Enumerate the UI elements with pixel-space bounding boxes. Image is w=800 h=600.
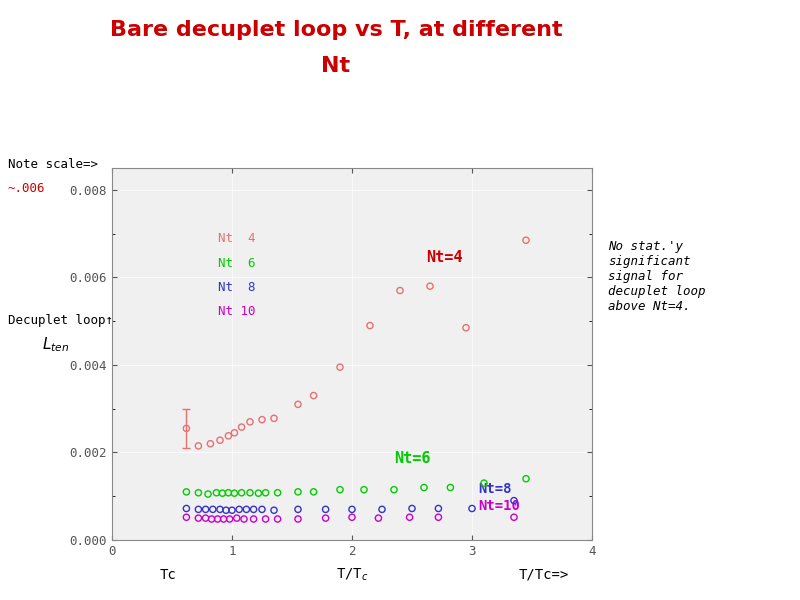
Point [256,415,269,424]
Text: Nt=6: Nt=6 [394,451,430,466]
Text: Nt  8: Nt 8 [218,281,255,294]
Point [259,514,272,524]
Point [363,321,377,331]
Point [358,485,370,494]
Point [243,488,256,497]
Point [252,488,265,498]
Point [230,514,243,523]
Point [228,488,241,498]
Point [459,323,472,332]
Point [247,514,260,524]
Point [222,431,235,440]
Point [235,488,248,497]
Point [222,488,235,497]
Point [291,400,304,409]
Point [418,482,430,492]
Point [291,487,304,497]
Point [205,514,218,524]
Point [259,488,272,497]
Point [406,503,418,513]
Text: Nt=4: Nt=4 [426,250,463,265]
Point [192,505,205,514]
Point [202,489,214,499]
Point [223,514,236,524]
Text: Nt  4: Nt 4 [218,232,255,245]
Point [192,514,205,523]
Point [444,482,457,492]
Point [180,487,193,497]
Point [233,505,246,514]
Point [403,512,416,522]
Point [180,503,193,513]
Point [307,391,320,400]
Text: Note scale=>: Note scale=> [8,158,98,171]
Point [226,505,238,515]
Text: Tc: Tc [160,568,176,582]
Point [271,488,284,497]
Text: Nt  6: Nt 6 [218,257,255,269]
Text: ~.006: ~.006 [8,182,46,195]
Point [214,505,226,514]
Point [520,474,533,484]
Point [204,439,217,449]
Point [372,514,385,523]
Point [520,235,533,245]
Point [291,514,304,524]
Point [478,478,490,488]
Point [394,286,406,295]
Point [346,505,358,514]
Point [432,503,445,513]
Point [240,505,253,514]
Text: Nt: Nt [322,56,350,76]
Point [216,488,229,498]
Point [235,422,248,432]
Point [192,441,205,451]
Text: Decuplet loop↑: Decuplet loop↑ [8,314,113,327]
Point [319,514,332,523]
Point [192,488,205,497]
Point [466,503,478,513]
Point [346,512,358,522]
Point [218,514,230,524]
Point [256,505,269,514]
Point [507,496,520,505]
Point [267,413,281,423]
Point [228,428,241,437]
Point [334,362,346,372]
Point [376,505,389,514]
Point [210,488,223,497]
Point [243,417,256,427]
Text: T/T$_c$: T/T$_c$ [336,567,368,583]
Text: No stat.'y
significant
signal for
decuplet loop
above Nt=4.: No stat.'y significant signal for decupl… [608,240,706,313]
Y-axis label: $L_{ten}$: $L_{ten}$ [42,335,70,354]
Point [180,512,193,522]
Point [199,514,212,523]
Point [238,514,250,524]
Point [271,514,284,524]
Text: Nt=8: Nt=8 [478,482,511,496]
Text: Nt=10: Nt=10 [478,499,520,513]
Text: T/Tc=>: T/Tc=> [519,568,569,582]
Text: Nt 10: Nt 10 [218,305,255,318]
Point [319,505,332,514]
Point [507,512,520,522]
Point [267,505,281,515]
Point [387,485,400,494]
Point [247,505,260,514]
Point [307,487,320,497]
Point [424,281,437,291]
Point [199,505,212,514]
Point [214,436,226,445]
Point [211,514,224,524]
Point [206,505,219,514]
Point [334,485,346,494]
Point [432,512,445,522]
Text: Bare decuplet loop vs T, at different: Bare decuplet loop vs T, at different [110,20,562,40]
Point [219,505,233,515]
Point [291,505,304,514]
Point [180,424,193,433]
